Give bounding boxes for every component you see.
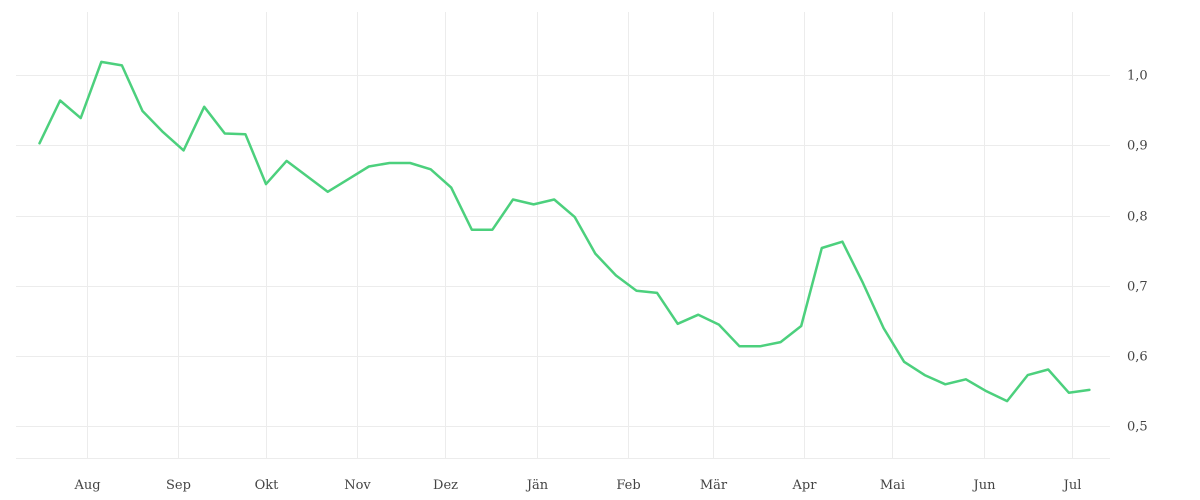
data-point	[695, 312, 701, 318]
data-point	[778, 339, 784, 345]
data-point	[222, 131, 228, 137]
data-point	[551, 197, 557, 203]
x-tick-label: Jun	[972, 478, 997, 493]
data-point	[819, 245, 825, 251]
x-tick-label: Mai	[880, 478, 905, 493]
data-point	[675, 321, 681, 327]
data-point	[1086, 387, 1092, 393]
data-point	[119, 62, 125, 68]
data-point	[634, 288, 640, 294]
data-point	[881, 325, 887, 331]
data-point	[613, 272, 619, 278]
data-point	[922, 372, 928, 378]
data-point	[345, 176, 351, 182]
data-point	[98, 59, 104, 65]
data-point	[1066, 390, 1072, 396]
y-tick-label: 0,6	[1127, 350, 1148, 365]
x-tick-label: Dez	[433, 478, 458, 493]
x-tick-label: Jän	[525, 478, 549, 493]
data-point	[531, 201, 537, 207]
data-point	[839, 239, 845, 245]
x-tick-label: Jul	[1062, 478, 1082, 493]
data-point	[263, 181, 269, 187]
data-point	[592, 251, 598, 257]
data-point	[78, 115, 84, 121]
series-layer	[37, 59, 1092, 404]
data-point	[366, 164, 372, 170]
y-tick-label: 0,7	[1127, 280, 1148, 295]
data-point	[242, 131, 248, 137]
y-tick-label: 1,0	[1127, 69, 1148, 84]
x-tick-label: Okt	[255, 478, 280, 493]
data-point	[716, 322, 722, 328]
series-line	[38, 60, 1091, 403]
data-point	[757, 343, 763, 349]
data-point	[1045, 367, 1051, 373]
data-point	[654, 290, 660, 296]
x-tick-label: Aug	[73, 478, 100, 493]
y-axis: 1,0 0,9 0,8 0,7 0,6 0,5	[1127, 69, 1148, 435]
data-point	[448, 185, 454, 191]
data-point	[325, 189, 331, 195]
x-axis: Aug Sep Okt Nov Dez Jän Feb Mär Apr Mai Jun Jul	[73, 478, 1081, 493]
data-point	[284, 158, 290, 164]
x-tick-label: Feb	[616, 478, 640, 493]
data-point	[963, 376, 969, 382]
x-tick-label: Mär	[700, 478, 728, 493]
data-point	[469, 227, 475, 233]
x-tick-label: Nov	[344, 478, 371, 493]
data-point	[57, 98, 63, 104]
data-point	[510, 197, 516, 203]
data-point	[901, 359, 907, 365]
data-point	[140, 108, 146, 114]
data-point	[489, 227, 495, 233]
x-tick-label: Sep	[166, 478, 191, 493]
data-point	[572, 214, 578, 220]
data-point	[1004, 398, 1010, 404]
data-point	[201, 104, 207, 110]
data-point	[160, 129, 166, 135]
data-point	[942, 381, 948, 387]
y-tick-label: 0,8	[1127, 210, 1148, 225]
data-point	[798, 323, 804, 329]
data-point	[428, 166, 434, 172]
y-tick-label: 0,5	[1127, 420, 1148, 435]
y-tick-label: 0,9	[1127, 139, 1148, 154]
x-tick-label: Apr	[792, 478, 818, 493]
data-point	[181, 147, 187, 153]
data-point	[860, 280, 866, 286]
data-point	[37, 140, 43, 146]
grid	[16, 12, 1110, 459]
data-point	[1025, 372, 1031, 378]
data-point	[387, 160, 393, 166]
data-point	[407, 160, 413, 166]
data-point	[984, 388, 990, 394]
data-point	[737, 343, 743, 349]
